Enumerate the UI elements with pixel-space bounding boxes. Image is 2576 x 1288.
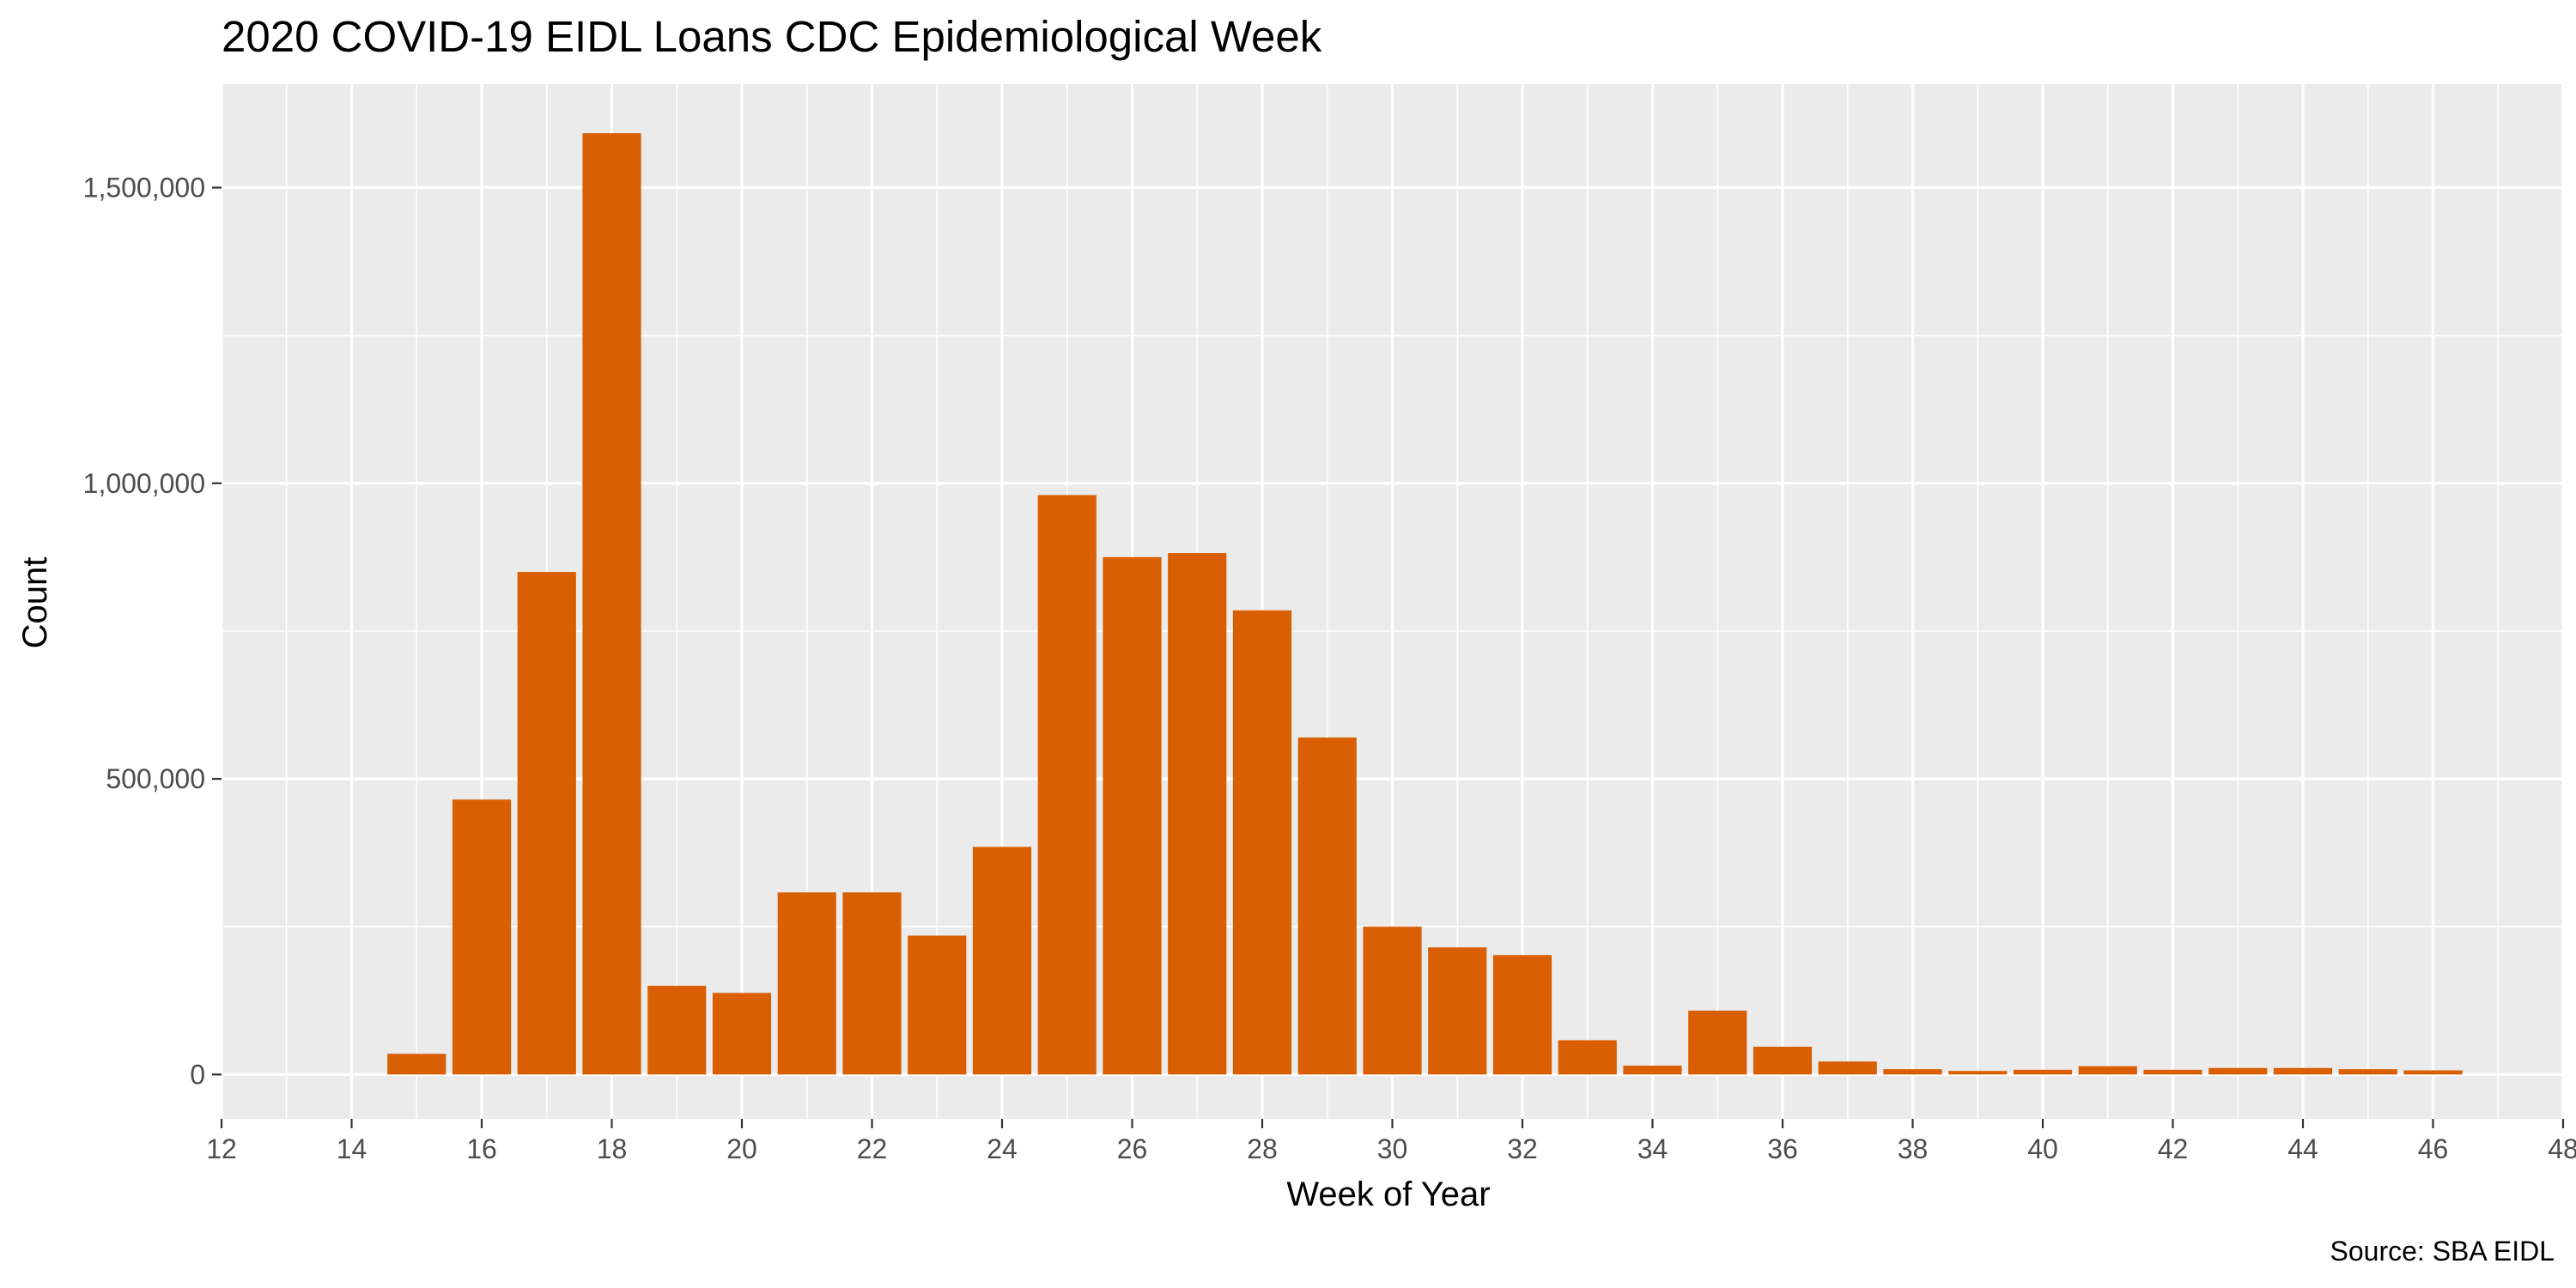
bar-week-19 — [647, 986, 707, 1075]
x-tick-label: 44 — [2287, 1133, 2318, 1164]
bar-week-29 — [1297, 737, 1357, 1075]
bar-week-32 — [1492, 955, 1552, 1075]
x-tick-label: 36 — [1767, 1133, 1798, 1164]
bar-week-42 — [2143, 1069, 2202, 1075]
x-axis-title: Week of Year — [1286, 1176, 1490, 1213]
x-tick-label: 18 — [597, 1133, 628, 1164]
bar-week-44 — [2273, 1067, 2333, 1075]
bar-week-43 — [2208, 1067, 2268, 1075]
bar-week-25 — [1037, 495, 1097, 1075]
bar-week-37 — [1818, 1061, 1877, 1075]
x-tick-label: 30 — [1377, 1133, 1408, 1164]
bar-week-23 — [908, 935, 967, 1075]
bar-week-16 — [452, 799, 512, 1075]
bar-week-35 — [1688, 1010, 1747, 1075]
y-axis-title: Count — [16, 557, 54, 649]
bars — [387, 133, 2463, 1075]
x-tick-label: 24 — [987, 1133, 1018, 1164]
bar-week-40 — [2013, 1069, 2073, 1075]
x-tick-label: 40 — [2027, 1133, 2058, 1164]
x-tick-label: 26 — [1117, 1133, 1148, 1164]
y-tick-label: 1,000,000 — [83, 468, 205, 499]
bar-week-31 — [1428, 947, 1487, 1075]
x-tick-label: 20 — [726, 1133, 757, 1164]
bar-week-27 — [1168, 553, 1227, 1075]
x-tick-label: 16 — [466, 1133, 497, 1164]
x-tick-label: 48 — [2548, 1133, 2576, 1164]
y-tick-label: 500,000 — [106, 763, 205, 794]
bar-week-39 — [1948, 1071, 2008, 1075]
x-tick-label: 28 — [1247, 1133, 1278, 1164]
bar-week-21 — [777, 892, 836, 1075]
y-axis: 0 500,000 1,000,000 1,500,000 — [83, 173, 222, 1090]
bar-week-36 — [1753, 1046, 1813, 1075]
chart-title: 2020 COVID-19 EIDL Loans CDC Epidemiolog… — [222, 12, 1322, 61]
bar-week-30 — [1363, 927, 1422, 1075]
bar-week-24 — [972, 847, 1032, 1075]
bar-week-33 — [1558, 1040, 1617, 1075]
bar-week-20 — [712, 993, 772, 1075]
bar-week-26 — [1103, 556, 1162, 1075]
bar-week-41 — [2078, 1066, 2137, 1075]
bar-week-15 — [387, 1054, 447, 1075]
bar-week-46 — [2403, 1070, 2463, 1075]
bar-week-38 — [1883, 1069, 1942, 1075]
x-tick-label: 46 — [2418, 1133, 2449, 1164]
bar-week-28 — [1232, 610, 1292, 1075]
x-tick-label: 38 — [1898, 1133, 1929, 1164]
x-tick-label: 22 — [857, 1133, 888, 1164]
y-tick-label: 1,500,000 — [83, 173, 205, 204]
bar-week-22 — [842, 892, 902, 1075]
bar-week-17 — [517, 572, 576, 1075]
x-axis: 12 14 16 18 20 22 24 26 28 30 32 34 36 38 40 42 44 46 48 — [206, 1119, 2576, 1164]
bar-week-18 — [582, 133, 641, 1075]
chart-caption: Source: SBA EIDL — [2330, 1236, 2555, 1267]
x-tick-label: 42 — [2158, 1133, 2189, 1164]
x-tick-label: 34 — [1637, 1133, 1668, 1164]
x-tick-label: 12 — [206, 1133, 237, 1164]
bar-week-45 — [2338, 1069, 2397, 1075]
y-tick-label: 0 — [190, 1059, 205, 1090]
x-tick-label: 32 — [1507, 1133, 1538, 1164]
bar-week-34 — [1623, 1066, 1682, 1075]
x-tick-label: 14 — [337, 1133, 368, 1164]
